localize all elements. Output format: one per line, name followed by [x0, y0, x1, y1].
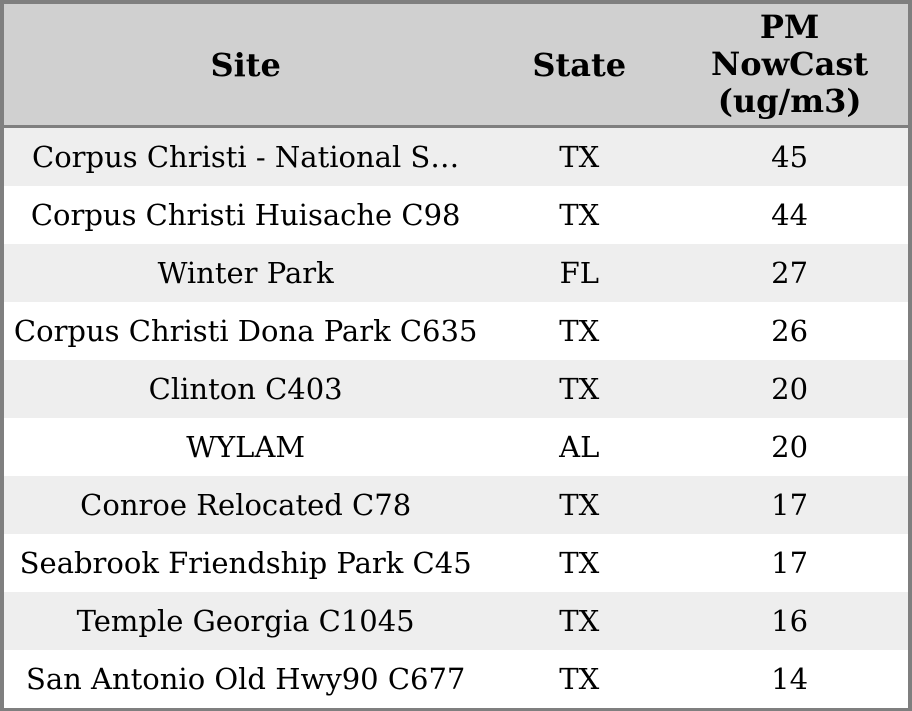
- state-cell: FL: [559, 256, 599, 290]
- pm-nowcast-cell: 20: [771, 372, 809, 406]
- table-row: Clinton C403 TX 20: [4, 360, 908, 418]
- header-row: Site State PM NowCast (ug/m3): [4, 4, 908, 128]
- table-header: Site State PM NowCast (ug/m3): [4, 4, 908, 128]
- table-row: Winter Park FL 27: [4, 244, 908, 302]
- pm-nowcast-cell: 17: [771, 546, 809, 580]
- table-row: Temple Georgia C1045 TX 16: [4, 592, 908, 650]
- column-header-site-label: Site: [210, 46, 281, 85]
- state-cell: TX: [559, 546, 600, 580]
- table-row: Corpus Christi Huisache C98 TX 44: [4, 186, 908, 244]
- state-cell: TX: [559, 488, 600, 522]
- pm-nowcast-cell: 44: [771, 198, 809, 232]
- table-row: WYLAM AL 20: [4, 418, 908, 476]
- pm-nowcast-cell: 20: [771, 430, 809, 464]
- site-cell: Corpus Christi Dona Park C635: [13, 314, 478, 348]
- pm-nowcast-table: Site State PM NowCast (ug/m3) Corpus Chr…: [4, 4, 908, 708]
- state-cell: TX: [559, 198, 600, 232]
- site-cell: Corpus Christi - National S…: [32, 140, 460, 174]
- pm-nowcast-cell: 45: [771, 140, 809, 174]
- pm-nowcast-cell: 14: [771, 662, 809, 696]
- site-cell: Clinton C403: [148, 372, 343, 406]
- table-row: Corpus Christi Dona Park C635 TX 26: [4, 302, 908, 360]
- pm-nowcast-cell: 27: [771, 256, 809, 290]
- state-cell: TX: [559, 604, 600, 638]
- state-cell: TX: [559, 140, 600, 174]
- column-header-site: Site: [4, 4, 488, 128]
- table-row: Seabrook Friendship Park C45 TX 17: [4, 534, 908, 592]
- site-cell: Temple Georgia C1045: [76, 604, 415, 638]
- site-cell: Seabrook Friendship Park C45: [19, 546, 472, 580]
- site-cell: Conroe Relocated C78: [80, 488, 412, 522]
- state-cell: TX: [559, 662, 600, 696]
- state-cell: TX: [559, 314, 600, 348]
- table-row: Corpus Christi - National S… TX 45: [4, 126, 908, 186]
- state-cell: TX: [559, 372, 600, 406]
- site-cell: San Antonio Old Hwy90 C677: [25, 662, 466, 696]
- table-row: San Antonio Old Hwy90 C677 TX 14: [4, 650, 908, 708]
- site-cell: Winter Park: [157, 256, 334, 290]
- site-cell: WYLAM: [186, 430, 306, 464]
- pm-nowcast-cell: 16: [771, 604, 809, 638]
- table-body: Corpus Christi - National S… TX 45 Corpu…: [4, 126, 908, 708]
- pm-nowcast-cell: 26: [771, 314, 809, 348]
- state-cell: AL: [559, 430, 600, 464]
- column-header-state: State: [487, 4, 672, 128]
- column-header-state-label: State: [532, 46, 627, 85]
- site-cell: Corpus Christi Huisache C98: [30, 198, 461, 232]
- column-header-pm-nowcast: PM NowCast (ug/m3): [671, 4, 908, 128]
- column-header-pm-nowcast-label: PM NowCast (ug/m3): [711, 8, 869, 120]
- table-row: Conroe Relocated C78 TX 17: [4, 476, 908, 534]
- pm-nowcast-cell: 17: [771, 488, 809, 522]
